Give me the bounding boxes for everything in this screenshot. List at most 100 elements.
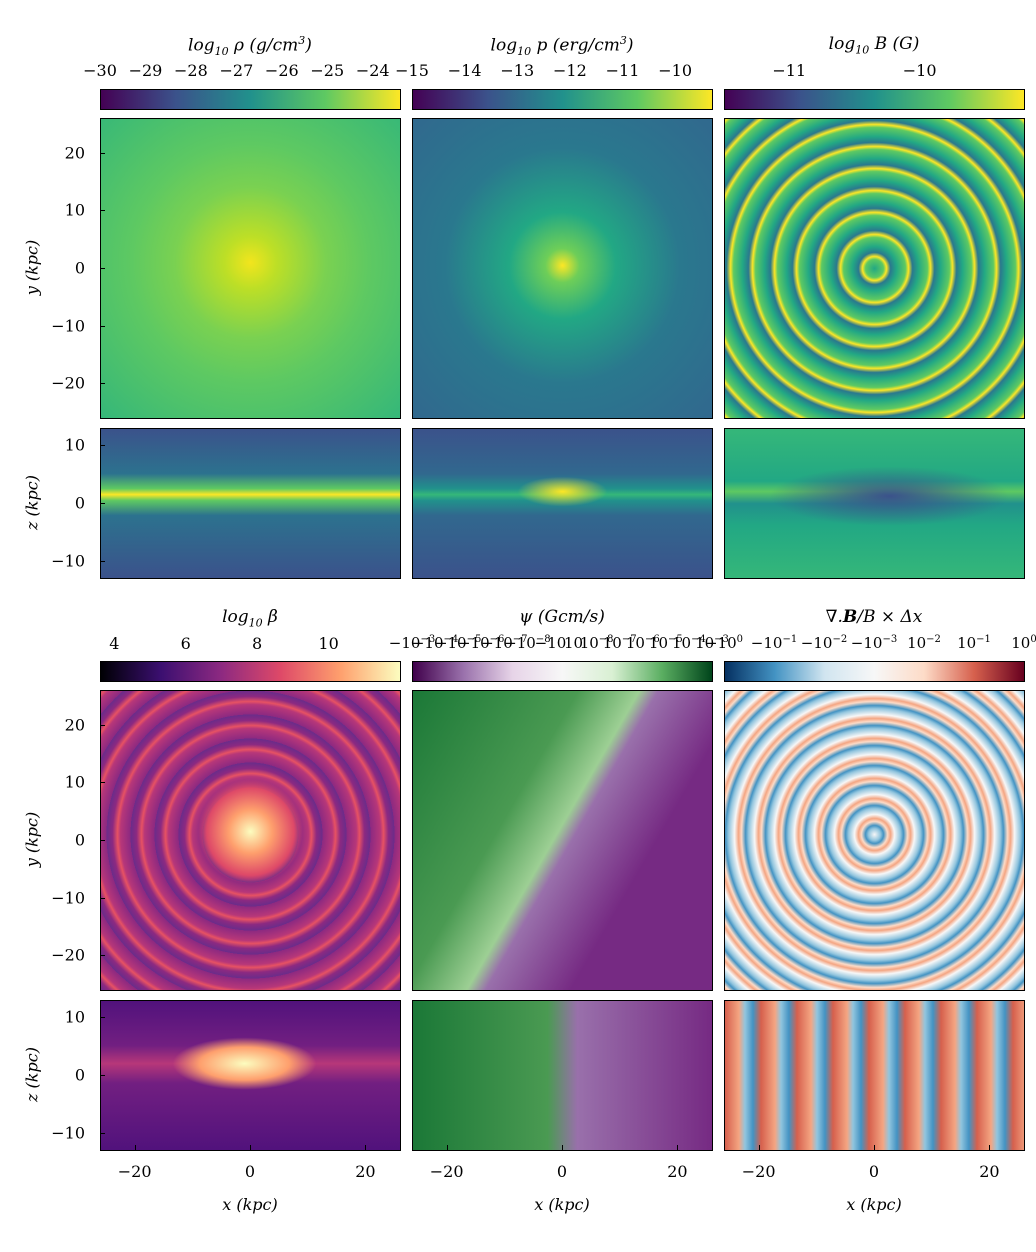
psi-face-on-map — [412, 690, 713, 991]
colorbar-tick-label: −10−5 — [434, 634, 482, 652]
psi-colorbar — [412, 661, 713, 682]
colorbar-tick-label: 10−7 — [602, 634, 637, 652]
z-tick-mark — [100, 1075, 105, 1076]
x-axis-label-1: x (kpc) — [222, 1195, 278, 1214]
field-edge-on-map — [724, 428, 1025, 579]
x-tick-mark — [250, 1145, 251, 1150]
y-tick-label: −10 — [51, 888, 85, 908]
beta-face-on-map — [100, 690, 401, 991]
y-tick-mark — [100, 210, 105, 212]
pressure-edge-on-map — [412, 428, 713, 579]
y-tick-label: −20 — [51, 373, 85, 393]
colorbar-tick-label: 4 — [109, 634, 120, 653]
colorbar-tick-label: 10−4 — [672, 634, 706, 652]
colorbar-tick-label: 10−2 — [907, 634, 941, 652]
z-tick-mark — [100, 503, 105, 504]
colorbar-tick-label: 8 — [252, 634, 263, 653]
y-tick-mark — [100, 325, 105, 327]
psi-colorbar-title: ψ (Gcm/s) — [519, 607, 605, 627]
x-tick-label: 20 — [979, 1162, 1000, 1181]
z-tick-label: −10 — [51, 1123, 85, 1143]
colorbar-tick-label: −26 — [264, 61, 299, 80]
colorbar-tick-label: −10−8 — [504, 634, 551, 652]
divb-face-on-map — [724, 690, 1025, 991]
y-tick-label: 20 — [64, 143, 85, 163]
colorbar-tick-label: 10−3 — [695, 634, 729, 652]
y-tick-label: −10 — [51, 316, 85, 336]
colorbar-tick-label: −10−1 — [750, 634, 798, 652]
x-tick-label: 0 — [556, 1162, 568, 1181]
pressure-face-on-map — [412, 118, 713, 419]
field-colorbar — [724, 89, 1025, 110]
beta-colorbar-title: log10 β — [222, 607, 278, 630]
x-tick-mark — [365, 1145, 367, 1150]
density-colorbar — [100, 89, 401, 110]
y-tick-mark — [100, 897, 105, 899]
z-tick-label: −10 — [51, 551, 85, 571]
z-tick-mark — [100, 1017, 105, 1019]
density-colorbar-title: log10 ρ (g/cm3) — [188, 34, 312, 59]
y-tick-label: 0 — [74, 830, 85, 850]
field-face-on-map — [724, 118, 1025, 419]
psi-edge-on-map — [412, 1000, 713, 1151]
colorbar-tick-label: −10−4 — [411, 634, 459, 652]
y-tick-label: 10 — [64, 200, 85, 220]
x-axis-label-3: x (kpc) — [846, 1195, 902, 1214]
z-tick-label: 10 — [64, 435, 85, 455]
colorbar-tick-label: −29 — [128, 61, 163, 80]
y-tick-mark — [100, 782, 105, 784]
x-tick-label: 0 — [244, 1162, 256, 1181]
x-tick-mark — [134, 1145, 136, 1150]
y-tick-mark — [100, 152, 105, 154]
field-colorbar-title: log10 B (G) — [828, 34, 920, 57]
colorbar-tick-label: −11 — [605, 61, 640, 80]
x-tick-label: 0 — [868, 1162, 880, 1181]
colorbar-tick-label: −10−7 — [481, 634, 528, 652]
y-tick-mark — [100, 724, 105, 726]
divb-colorbar-title: ∇.B/B × Δx — [825, 607, 923, 627]
x-tick-label: 20 — [355, 1162, 376, 1181]
colorbar-tick-label: −24 — [355, 61, 390, 80]
pressure-colorbar-title: log10 p (erg/cm3) — [490, 34, 634, 59]
divb-colorbar — [724, 661, 1025, 682]
x-tick-mark — [677, 1145, 679, 1150]
colorbar-tick-label: −10−6 — [458, 634, 505, 652]
z-tick-label: 0 — [74, 1065, 85, 1085]
colorbar-tick-label: −12 — [553, 61, 587, 80]
beta-colorbar — [100, 661, 401, 682]
beta-edge-on-map — [100, 1000, 401, 1151]
y-axis-label-bottom: y (kpc) — [22, 811, 42, 868]
x-tick-mark — [562, 1145, 563, 1150]
pressure-colorbar — [412, 89, 713, 110]
x-tick-mark — [989, 1145, 991, 1150]
z-axis-label-top: z (kpc) — [22, 475, 42, 530]
colorbar-tick-label: −10 — [534, 634, 567, 652]
density-face-on-map — [100, 118, 401, 419]
colorbar-tick-label: −15 — [395, 61, 429, 80]
z-tick-mark — [100, 1132, 105, 1134]
colorbar-tick-label: 10−6 — [625, 634, 660, 652]
divb-edge-on-map — [724, 1000, 1025, 1151]
colorbar-tick-label: −13 — [500, 61, 535, 80]
y-tick-label: 20 — [64, 715, 85, 735]
x-tick-label: 20 — [667, 1162, 688, 1181]
x-tick-label: −20 — [429, 1162, 464, 1181]
colorbar-tick-label: −14 — [447, 61, 482, 80]
y-axis-label-top: y (kpc) — [22, 239, 42, 296]
x-tick-mark — [758, 1145, 760, 1150]
colorbar-tick-label: 10−8 — [579, 634, 614, 652]
colorbar-tick-label: −30 — [83, 61, 117, 80]
x-tick-mark — [446, 1145, 448, 1150]
colorbar-tick-label: 6 — [180, 634, 191, 653]
x-tick-label: −20 — [741, 1162, 776, 1181]
y-tick-label: −20 — [51, 945, 85, 965]
z-tick-label: 0 — [74, 493, 85, 513]
colorbar-tick-label: 10 — [318, 634, 339, 653]
colorbar-tick-label: −25 — [310, 61, 345, 80]
colorbar-tick-label: −10 — [902, 61, 937, 80]
colorbar-tick-label: −28 — [174, 61, 208, 80]
colorbar-tick-label: 100 — [1011, 634, 1036, 652]
z-tick-mark — [100, 560, 105, 562]
colorbar-tick-label: −10−2 — [800, 634, 848, 652]
y-tick-mark — [100, 383, 105, 385]
